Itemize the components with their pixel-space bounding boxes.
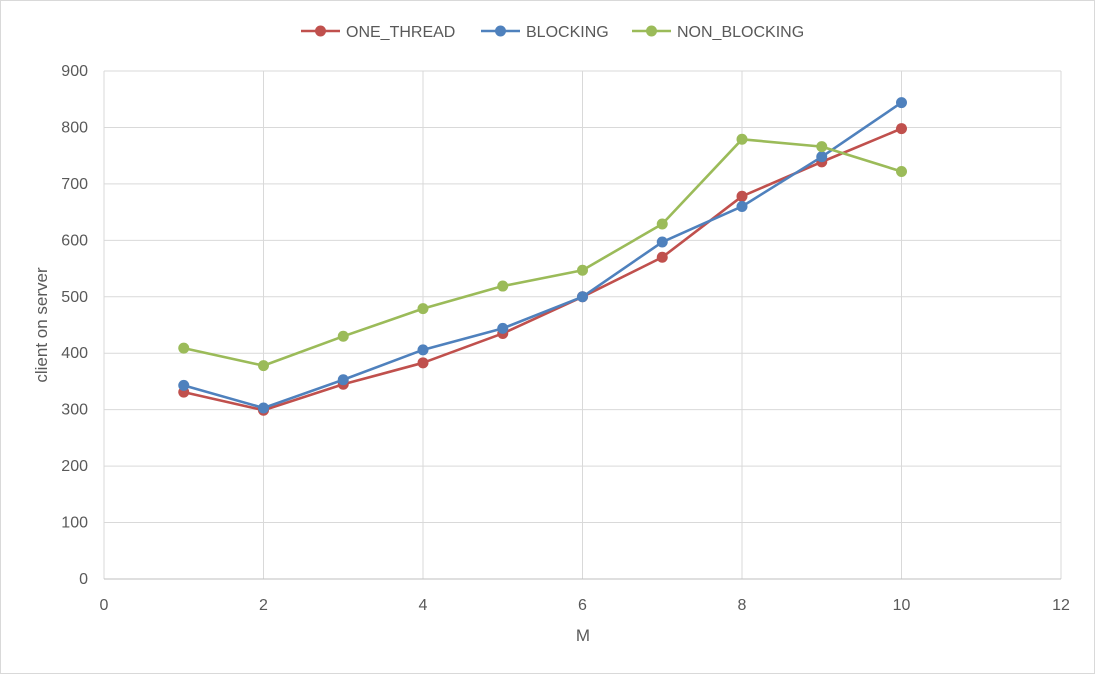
- data-point: [896, 123, 907, 135]
- series-line: [183, 101, 903, 410]
- data-point: [178, 342, 190, 354]
- x-axis-title: M: [576, 626, 590, 645]
- data-point: [337, 330, 349, 342]
- y-axis-ticks: 0 100 200 300 400 500 600 700 800 900: [61, 63, 88, 588]
- y-tick-label: 300: [61, 402, 88, 419]
- y-tick-label: 200: [61, 458, 88, 475]
- legend-item: NON_BLOCKING: [632, 24, 804, 41]
- x-tick-label: 2: [259, 597, 268, 614]
- y-axis-title: client on server: [32, 267, 51, 383]
- data-point: [417, 303, 429, 315]
- legend-marker: [646, 25, 657, 37]
- y-tick-label: 500: [61, 289, 88, 306]
- data-point: [417, 344, 429, 356]
- legend-label: NON_BLOCKING: [677, 24, 804, 41]
- x-tick-label: 0: [100, 597, 109, 614]
- data-point: [258, 360, 269, 372]
- data-point: [337, 374, 349, 386]
- x-tick-label: 6: [578, 597, 587, 614]
- legend: ONE_THREAD BLOCKING NON_BLOCKING: [301, 24, 804, 41]
- data-point: [258, 402, 269, 414]
- data-point: [656, 236, 668, 248]
- series-blocking: [178, 97, 907, 414]
- x-tick-label: 12: [1052, 597, 1070, 614]
- data-point: [816, 141, 828, 153]
- data-point: [417, 357, 429, 369]
- x-tick-label: 4: [419, 597, 428, 614]
- data-point: [178, 379, 190, 391]
- data-point: [896, 165, 907, 177]
- data-point: [736, 133, 748, 145]
- y-tick-label: 700: [61, 176, 88, 193]
- data-point: [736, 190, 748, 202]
- legend-item: ONE_THREAD: [301, 24, 455, 41]
- data-point: [577, 264, 588, 276]
- series-line: [183, 127, 903, 412]
- grid: [103, 70, 1062, 580]
- x-axis-ticks: 0 2 4 6 8 10 12: [100, 597, 1070, 614]
- x-tick-label: 10: [893, 597, 911, 614]
- legend-marker: [495, 25, 506, 37]
- data-point: [736, 200, 748, 212]
- data-point: [577, 291, 588, 303]
- x-tick-label: 8: [738, 597, 747, 614]
- series-line: [183, 137, 902, 367]
- series-one-thread: [178, 123, 907, 416]
- legend-label: BLOCKING: [526, 24, 609, 41]
- data-point: [656, 218, 668, 230]
- y-tick-label: 100: [61, 515, 88, 532]
- legend-marker: [315, 25, 326, 37]
- y-tick-label: 800: [61, 119, 88, 136]
- data-point: [896, 97, 907, 109]
- y-tick-label: 600: [61, 232, 88, 249]
- data-point: [497, 322, 509, 334]
- y-tick-label: 400: [61, 345, 88, 362]
- data-point: [816, 151, 828, 163]
- data-point: [497, 280, 509, 292]
- y-tick-label: 0: [79, 571, 88, 588]
- data-point: [656, 251, 668, 263]
- legend-item: BLOCKING: [481, 24, 609, 41]
- legend-label: ONE_THREAD: [346, 24, 455, 41]
- series-non-blocking: [178, 133, 907, 372]
- y-tick-label: 900: [61, 63, 88, 80]
- series-layer: [178, 97, 907, 416]
